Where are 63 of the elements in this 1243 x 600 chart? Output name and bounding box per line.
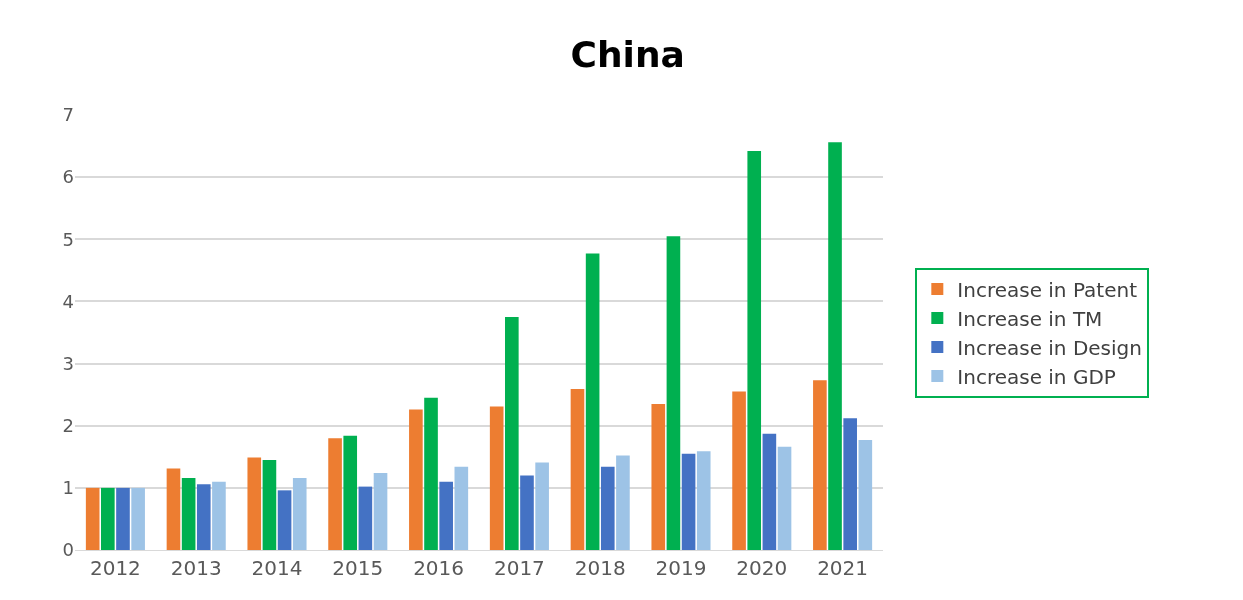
bar (813, 380, 827, 550)
bar (585, 253, 600, 550)
bar (616, 455, 630, 550)
bar (570, 389, 585, 550)
bar (489, 406, 504, 550)
y-tick-label: 6 (62, 166, 74, 188)
legend-label: Increase in Patent (957, 277, 1138, 302)
bar (777, 446, 792, 550)
bar (828, 142, 842, 550)
bar (373, 472, 388, 550)
bar (505, 316, 519, 550)
bar (681, 453, 696, 550)
bar (131, 487, 145, 550)
legend-label: Increase in Design (957, 335, 1142, 360)
y-tick-label: 7 (62, 104, 74, 126)
bar (535, 462, 549, 550)
x-tick-label: 2015 (332, 556, 384, 580)
y-tick-label: 3 (62, 352, 74, 374)
bar (196, 484, 211, 550)
bar (262, 459, 277, 550)
bar (454, 466, 469, 550)
bar (520, 475, 534, 550)
legend-label: Increase in GDP (957, 364, 1116, 389)
bar (762, 433, 777, 550)
bar (843, 418, 857, 550)
bar (247, 457, 262, 550)
bar (747, 151, 762, 550)
legend-label: Increase in TM (957, 306, 1103, 331)
x-tick-label: 2019 (655, 556, 707, 580)
bar (343, 435, 358, 550)
bar (666, 236, 681, 550)
y-tick-label: 5 (62, 228, 74, 250)
bar (328, 438, 342, 550)
bar (101, 487, 115, 550)
x-tick-label: 2012 (89, 556, 141, 580)
x-tick-label: 2021 (817, 556, 869, 580)
bar (651, 403, 666, 550)
x-tick-label: 2018 (574, 556, 626, 580)
x-tick-label: 2013 (170, 556, 222, 580)
chart-title: China (570, 34, 685, 76)
y-tick-label: 4 (62, 290, 74, 312)
bar (181, 477, 196, 550)
x-tick-label: 2016 (413, 556, 465, 580)
y-tick-label: 0 (62, 539, 74, 561)
bar (116, 487, 130, 550)
bar (424, 397, 438, 550)
bar (85, 487, 100, 550)
y-tick-label: 1 (62, 477, 74, 499)
x-tick-label: 2017 (493, 556, 545, 580)
x-tick-label: 2020 (736, 556, 788, 580)
x-tick-label: 2014 (251, 556, 303, 580)
bar (212, 481, 226, 550)
bar (277, 490, 292, 550)
y-tick-label: 2 (62, 415, 74, 437)
bar (732, 391, 746, 550)
bar (696, 451, 711, 550)
bar (292, 477, 307, 550)
bar (358, 486, 373, 550)
bar (600, 466, 615, 550)
bar (858, 440, 873, 550)
bar (409, 409, 423, 550)
bar (166, 468, 181, 550)
bar (439, 481, 453, 550)
